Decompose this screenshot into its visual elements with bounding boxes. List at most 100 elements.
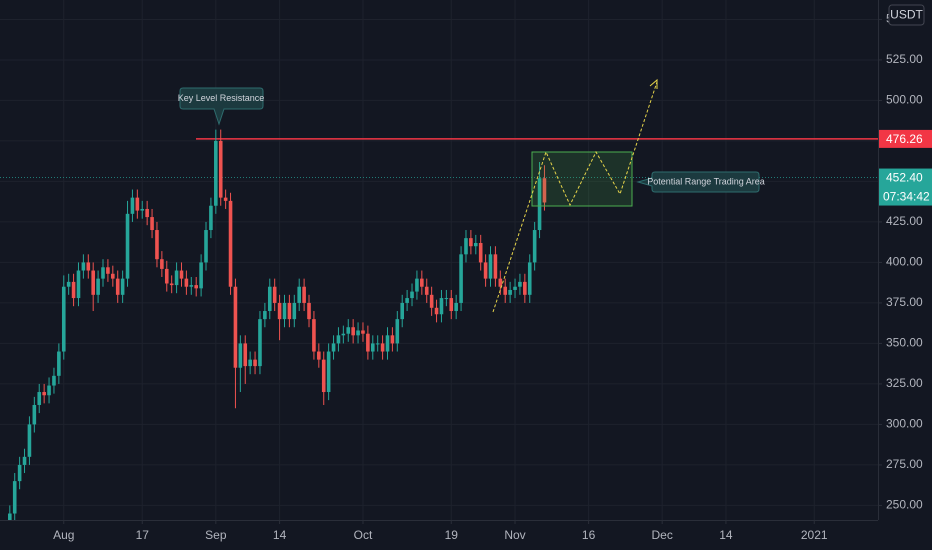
x-tick-label: Oct (354, 528, 373, 542)
candle-body (111, 273, 115, 279)
y-tick-label: 375.00 (886, 295, 923, 309)
candle-body (317, 351, 321, 360)
currency-badge (888, 4, 925, 26)
candle-body (361, 330, 365, 334)
x-tick-label: Dec (652, 528, 673, 542)
candle-body (380, 343, 385, 352)
candle-body (503, 286, 508, 295)
candle-body (71, 281, 76, 299)
price-tags: 476.26 452.40 07:34:42 USDT (879, 4, 932, 206)
candle-body (508, 289, 512, 295)
candle-body (91, 270, 95, 295)
candle-body (150, 217, 154, 231)
candle-body (22, 456, 27, 465)
x-tick-label: 14 (719, 528, 733, 542)
candle-body (130, 197, 135, 214)
candle-body (194, 285, 199, 289)
candle-body (532, 230, 537, 263)
candle-body (518, 281, 522, 287)
candle-body (61, 286, 66, 352)
y-tick-label: 275.00 (886, 457, 923, 471)
candle-body (410, 291, 414, 299)
candle-body (473, 242, 478, 247)
candle-body (483, 262, 488, 279)
candle-body (523, 281, 527, 295)
candle-body (449, 298, 454, 312)
last-price-tag-label: 452.40 (886, 171, 923, 185)
candle-body (307, 302, 311, 320)
candle-body (464, 238, 468, 255)
candle-body (164, 268, 169, 284)
candle-body (321, 359, 326, 393)
y-tick-label: 250.00 (886, 498, 923, 512)
candle-body (115, 278, 120, 295)
currency-label: USDT (890, 8, 923, 22)
candle-body (155, 230, 159, 260)
candle-body (366, 333, 370, 352)
candle-body (223, 197, 228, 201)
candle-body (356, 330, 360, 336)
candle-body (101, 267, 105, 279)
candle-body (86, 262, 91, 271)
candle-body (488, 254, 493, 279)
callout-text: Potential Range Trading Area (647, 176, 765, 186)
callout-text: Key Level Resistance (178, 93, 265, 103)
candle-body (420, 278, 424, 287)
y-tick-label: 350.00 (886, 336, 923, 350)
candle-body (209, 205, 213, 231)
candle-body (120, 278, 125, 295)
candle-body (160, 259, 164, 269)
callout-box (179, 87, 264, 126)
candle-body (537, 178, 542, 231)
y-tick-label: 400.00 (886, 255, 923, 269)
candle-body (238, 343, 243, 368)
candle-body (174, 270, 179, 286)
candle-body (76, 270, 81, 299)
candle-body (478, 242, 483, 263)
candle-body (258, 319, 262, 367)
candle-body (42, 392, 46, 396)
x-tick-label: 14 (273, 528, 287, 542)
candle-body (375, 343, 380, 345)
candles (8, 129, 547, 537)
grid (0, 0, 878, 520)
candle-body (52, 375, 56, 386)
candle-body (135, 197, 140, 211)
candle-body (341, 333, 346, 336)
candle-body (248, 359, 252, 367)
callout-box (636, 171, 760, 193)
levels (0, 138, 878, 179)
candle-body (66, 281, 71, 287)
candle-body (405, 298, 409, 303)
candle-body (385, 335, 390, 352)
candle-body (140, 208, 145, 211)
resistance-tag (879, 129, 932, 148)
last-price-tag (879, 168, 932, 206)
candle-body (125, 213, 130, 279)
candle-body (434, 307, 439, 315)
candle-body (277, 302, 282, 320)
projection-path (492, 81, 658, 313)
candle-body (469, 238, 473, 247)
x-tick-label: Aug (53, 528, 74, 542)
candle-body (199, 262, 203, 289)
candle-body (204, 230, 208, 263)
candle-body (272, 286, 277, 303)
candle-body (424, 286, 429, 295)
candle-body (81, 262, 86, 271)
x-tick-label: Nov (504, 528, 525, 542)
y-tick-label: 425.00 (886, 214, 923, 228)
candle-body (189, 285, 194, 287)
candle-body (444, 298, 449, 300)
candle-body (218, 140, 223, 198)
candle-body (527, 262, 532, 295)
y-tick-label: 325.00 (886, 376, 923, 390)
candle-body (169, 283, 174, 286)
candle-body (267, 286, 272, 312)
candle-body (233, 286, 238, 368)
candle-body (459, 254, 463, 303)
x-tick-label: Sep (205, 528, 227, 542)
candle-body (454, 302, 458, 312)
candle-body (331, 343, 336, 352)
